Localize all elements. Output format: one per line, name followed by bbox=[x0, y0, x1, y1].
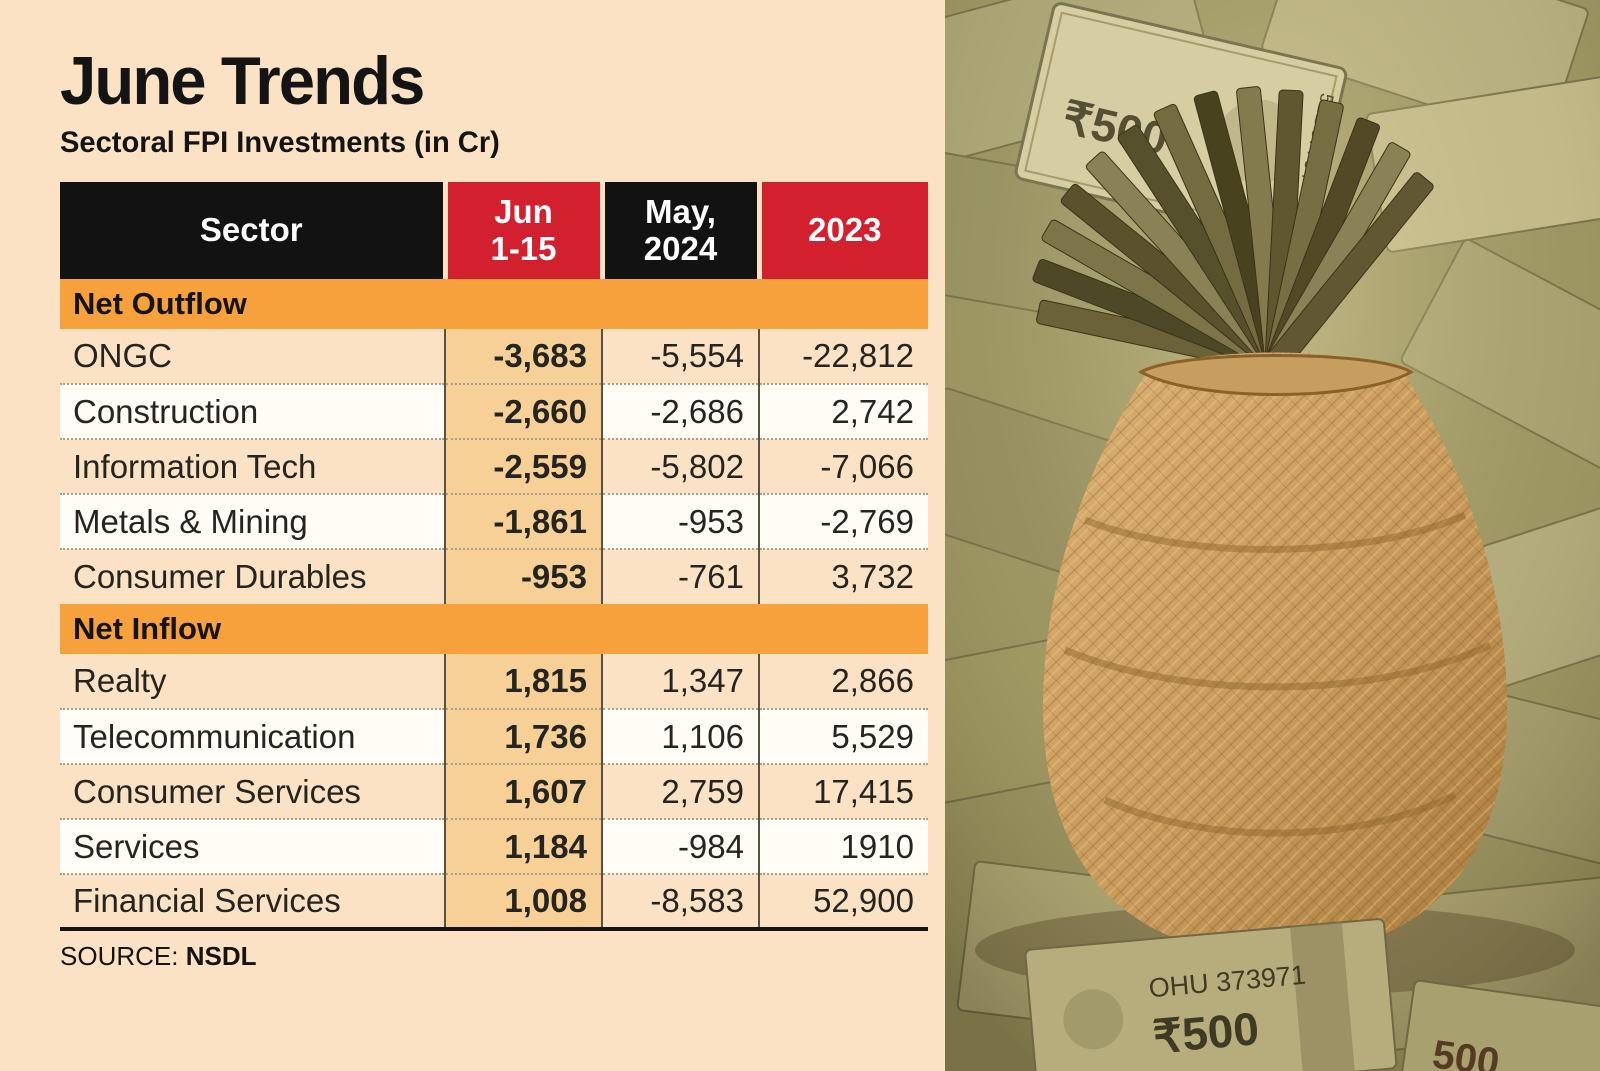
sector-name: Consumer Services bbox=[60, 763, 445, 819]
value-2023: 5,529 bbox=[758, 708, 928, 764]
table-row: Consumer Durables -953 -761 3,732 bbox=[60, 548, 928, 604]
banknote-fan bbox=[1032, 86, 1434, 375]
fpi-table-body: Net Outflow ONGC -3,683 -5,554 -22,812 Constr… bbox=[60, 279, 928, 929]
value-may: -953 bbox=[601, 493, 759, 549]
value-2023: 52,900 bbox=[758, 873, 928, 929]
value-may: 1,347 bbox=[601, 654, 759, 709]
page-subtitle: Sectoral FPI Investments (in Cr) bbox=[60, 126, 500, 159]
value-jun: 1,736 bbox=[444, 708, 602, 764]
banknote-foreground-right: 500 bbox=[1396, 979, 1600, 1071]
value-may: -984 bbox=[601, 818, 759, 874]
table-row: ONGC -3,683 -5,554 -22,812 bbox=[60, 329, 928, 384]
sack-folds bbox=[1063, 511, 1492, 837]
value-may: -761 bbox=[601, 548, 759, 604]
column-header-sector: Sector bbox=[60, 182, 445, 279]
value-jun: 1,008 bbox=[444, 873, 602, 929]
value-jun: -953 bbox=[444, 548, 602, 604]
sector-name: Realty bbox=[60, 654, 445, 709]
table-row: Consumer Services 1,607 2,759 17,415 bbox=[60, 763, 928, 819]
value-2023: 2,742 bbox=[758, 383, 928, 439]
money-bag-illustration: ₹500 5LL 67764 bbox=[945, 0, 1600, 1071]
sector-name: Financial Services bbox=[60, 873, 445, 929]
value-jun: -3,683 bbox=[444, 329, 602, 384]
sack-rim bbox=[1137, 354, 1414, 396]
column-header-may: May, 2024 bbox=[599, 182, 759, 279]
value-may: -5,554 bbox=[601, 329, 759, 384]
header-row: Sector Jun 1-15 May, 2024 2023 bbox=[60, 182, 928, 279]
value-jun: 1,815 bbox=[444, 654, 602, 709]
table-row: Services 1,184 -984 1910 bbox=[60, 818, 928, 874]
sector-name: Information Tech bbox=[60, 438, 445, 494]
value-jun: 1,184 bbox=[444, 818, 602, 874]
banknote-foreground: OHU 373971 ₹500 bbox=[1024, 918, 1398, 1071]
value-jun: 1,607 bbox=[444, 763, 602, 819]
burlap-sack bbox=[1042, 352, 1508, 958]
value-2023: -2,769 bbox=[758, 493, 928, 549]
page-title: June Trends bbox=[60, 43, 425, 119]
money-bag-photo: ₹500 5LL 67764 bbox=[945, 0, 1600, 1071]
value-2023: 3,732 bbox=[758, 548, 928, 604]
table-row: Telecommunication 1,736 1,106 5,529 bbox=[60, 708, 928, 764]
sack-weave-cross bbox=[1042, 352, 1508, 958]
value-may: -8,583 bbox=[601, 873, 759, 929]
value-may: -5,802 bbox=[601, 438, 759, 494]
value-2023: 17,415 bbox=[758, 763, 928, 819]
value-may: 1,106 bbox=[601, 708, 759, 764]
table-row: Financial Services 1,008 -8,583 52,900 bbox=[60, 873, 928, 929]
table-row: Metals & Mining -1,861 -953 -2,769 bbox=[60, 493, 928, 549]
section-row: Net Inflow bbox=[60, 604, 928, 654]
value-may: -2,686 bbox=[601, 383, 759, 439]
value-jun: -2,660 bbox=[444, 383, 602, 439]
sector-name: ONGC bbox=[60, 329, 445, 384]
table-row: Construction -2,660 -2,686 2,742 bbox=[60, 383, 928, 439]
value-2023: 2,866 bbox=[758, 654, 928, 709]
value-2023: 1910 bbox=[758, 818, 928, 874]
table-row: Information Tech -2,559 -5,802 -7,066 bbox=[60, 438, 928, 494]
sector-name: Construction bbox=[60, 383, 445, 439]
column-header-2023: 2023 bbox=[756, 182, 928, 279]
infographic-panel: June Trends Sectoral FPI Investments (in… bbox=[60, 43, 929, 972]
sector-name: Services bbox=[60, 818, 445, 874]
value-jun: -2,559 bbox=[444, 438, 602, 494]
sector-name: Telecommunication bbox=[60, 708, 445, 764]
source-label: SOURCE: bbox=[60, 941, 179, 971]
source-line: SOURCE: NSDL bbox=[60, 941, 929, 972]
fpi-table-header: Sector Jun 1-15 May, 2024 2023 bbox=[60, 182, 928, 279]
sector-name: Consumer Durables bbox=[60, 548, 445, 604]
section-row: Net Outflow bbox=[60, 279, 928, 329]
value-2023: -7,066 bbox=[758, 438, 928, 494]
note-denomination-text: ₹500 bbox=[1151, 1002, 1261, 1063]
table-row: Realty 1,815 1,347 2,866 bbox=[60, 654, 928, 709]
fpi-table: Sector Jun 1-15 May, 2024 2023 Net Outfl… bbox=[60, 182, 928, 931]
column-header-jun: Jun 1-15 bbox=[442, 182, 602, 279]
section-label: Net Inflow bbox=[60, 604, 928, 654]
value-may: 2,759 bbox=[601, 763, 759, 819]
value-2023: -22,812 bbox=[758, 329, 928, 384]
sector-name: Metals & Mining bbox=[60, 493, 445, 549]
value-jun: -1,861 bbox=[444, 493, 602, 549]
source-value: NSDL bbox=[185, 941, 257, 971]
section-label: Net Outflow bbox=[60, 279, 928, 329]
